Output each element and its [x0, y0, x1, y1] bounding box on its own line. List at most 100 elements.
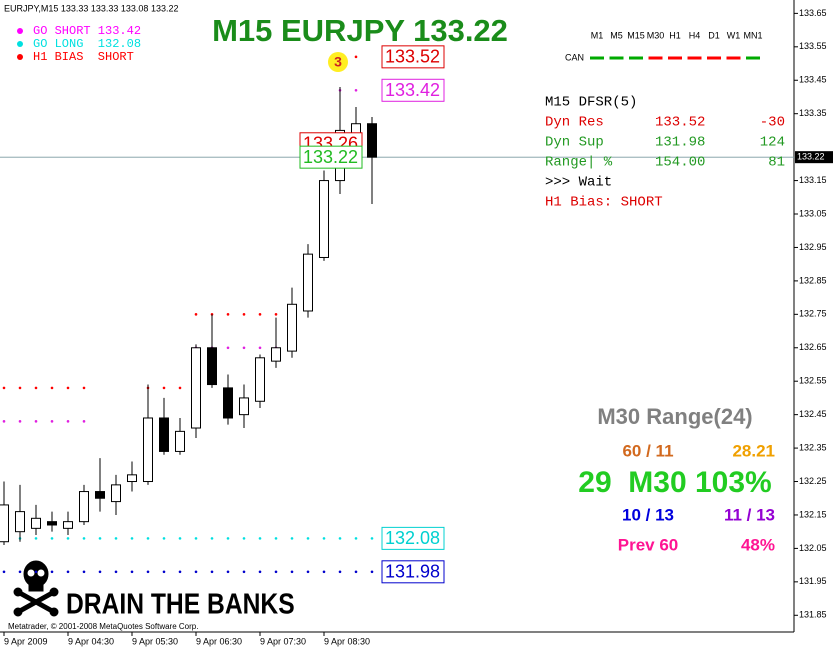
timeframe-label: H4 — [689, 30, 701, 40]
candle-body — [351, 123, 361, 135]
price-label: 133.42 — [385, 80, 440, 100]
dfsr-cell: 131.98 — [655, 135, 705, 151]
level-dot — [34, 570, 38, 574]
level-dot — [178, 537, 182, 540]
level-dot — [242, 313, 246, 316]
price-label: 133.52 — [385, 47, 440, 67]
candle-body — [223, 387, 233, 419]
dfsr-cell: M15 DFSR(5) — [545, 95, 637, 111]
level-dot — [146, 570, 150, 574]
y-tick-label: 132.55 — [799, 376, 827, 386]
candle-body — [15, 511, 25, 533]
legend-label: H1 BIAS SHORT — [33, 50, 134, 64]
level-dot — [82, 420, 86, 423]
level-dot — [226, 346, 230, 350]
level-dot — [226, 537, 230, 540]
price-label-box — [381, 45, 445, 69]
candle-body — [239, 397, 249, 416]
price-label-box — [381, 526, 445, 550]
level-dot — [274, 313, 278, 316]
level-dot — [178, 386, 182, 390]
level-dot — [82, 386, 86, 390]
candle-body — [319, 180, 329, 258]
timeframe-label: M30 — [647, 30, 665, 40]
x-tick-label: 9 Apr 07:30 — [260, 636, 306, 646]
level-dot — [370, 537, 374, 540]
level-dot — [98, 570, 102, 574]
level-dot — [18, 386, 22, 390]
candle-body — [127, 474, 137, 483]
candle-body — [287, 303, 297, 352]
range-cell: 48% — [741, 535, 775, 554]
price-label-box — [381, 78, 445, 102]
candle-body — [175, 430, 185, 452]
dfsr-cell: -30 — [760, 115, 785, 131]
level-dot — [306, 570, 310, 574]
range-cell: M30 Range(24) — [597, 404, 752, 429]
level-dot — [146, 537, 150, 540]
range-cell: 29 M30 103% — [578, 466, 771, 499]
level-dot — [242, 537, 246, 540]
level-dot — [354, 55, 358, 59]
y-tick-label: 133.35 — [799, 108, 827, 118]
range-cell: 28.21 — [732, 441, 775, 460]
candle-body — [31, 517, 41, 529]
level-dot — [130, 537, 134, 540]
dfsr-cell: Dyn Sup — [545, 135, 604, 151]
chart-title: M15 EURJPY 133.22 — [212, 13, 508, 48]
y-tick-label: 132.75 — [799, 309, 827, 319]
level-dot — [194, 537, 198, 540]
level-dot — [50, 420, 54, 423]
timeframe-label: W1 — [727, 30, 741, 40]
level-dot — [114, 570, 118, 574]
timeframe-label: H1 — [669, 30, 681, 40]
level-dot — [210, 537, 214, 540]
level-dot — [242, 570, 246, 574]
candle-body — [159, 417, 169, 452]
bid-label: 133.22 — [797, 152, 825, 162]
y-tick-label: 133.05 — [799, 208, 827, 218]
candle-body — [303, 253, 313, 312]
level-dot — [162, 537, 166, 540]
signal-badge — [328, 52, 348, 72]
range-cell: 11 / 13 — [724, 505, 775, 524]
footer: Metatrader, © 2001-2008 MetaQuotes Softw… — [8, 622, 198, 631]
legend-label: GO LONG 132.08 — [33, 37, 141, 51]
level-dot — [290, 570, 294, 574]
candle-body — [63, 521, 73, 529]
level-dot — [274, 537, 278, 540]
level-dot — [50, 570, 54, 574]
candle-body — [111, 484, 121, 503]
y-tick-label: 132.25 — [799, 476, 827, 486]
legend-dot — [17, 54, 23, 60]
level-dot — [98, 537, 102, 540]
dfsr-cell: 133.52 — [655, 115, 705, 131]
price-label-box — [299, 145, 363, 169]
timeframe-label: M5 — [610, 30, 623, 40]
legend-dot — [17, 28, 23, 34]
level-dot — [242, 346, 246, 350]
watermark: DRAIN THE BANKS — [13, 560, 295, 620]
level-dot — [258, 313, 262, 316]
price-label: 133.22 — [303, 147, 358, 167]
candle-body — [79, 491, 89, 523]
level-dot — [18, 420, 22, 423]
candle-body — [367, 123, 377, 158]
range-cell: 60 / 11 — [622, 441, 673, 460]
price-label: 131.98 — [385, 562, 440, 582]
dfsr-cell: Dyn Res — [545, 115, 604, 131]
price-label-box — [381, 560, 445, 584]
level-dot — [66, 420, 70, 423]
candle-body — [95, 491, 105, 499]
candle-body — [143, 417, 153, 483]
level-dot — [338, 570, 342, 574]
level-dot — [354, 537, 358, 540]
watermark-text: DRAIN THE BANKS — [66, 588, 295, 620]
y-tick-label: 133.15 — [799, 175, 827, 185]
y-tick-label: 132.85 — [799, 275, 827, 285]
x-tick-label: 9 Apr 06:30 — [196, 636, 242, 646]
level-dot — [322, 537, 326, 540]
y-tick-label: 133.65 — [799, 8, 827, 18]
header: EURJPY,M15 133.33 133.33 133.08 133.22 — [4, 3, 178, 13]
